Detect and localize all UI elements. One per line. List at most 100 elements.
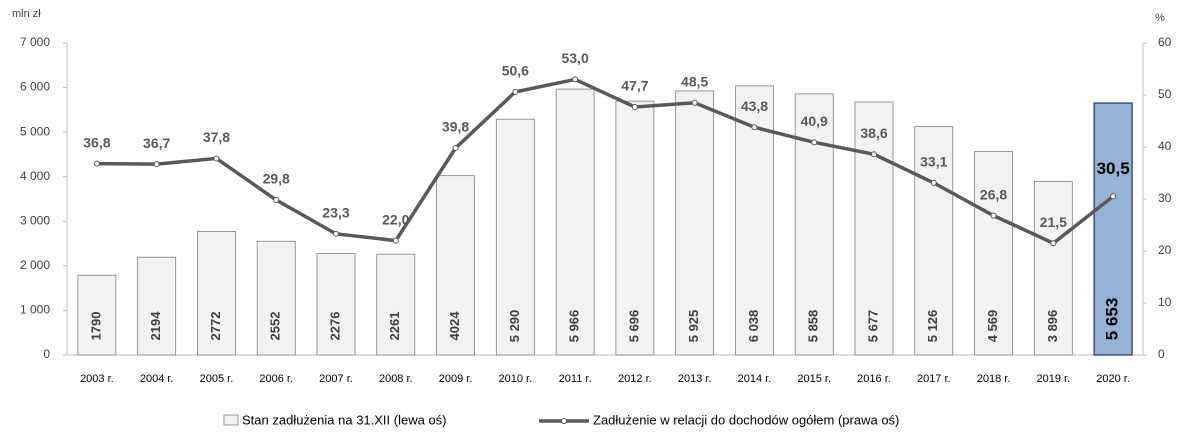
y-tick-label: 3 000 — [20, 213, 50, 227]
line-label: 39,8 — [442, 119, 469, 135]
legend-label: Zadłużenie w relacji do dochodów ogółem … — [593, 412, 899, 427]
y2-tick-label: 40 — [1158, 139, 1172, 153]
line-point — [273, 197, 280, 204]
bar — [436, 175, 475, 356]
line-label: 26,8 — [980, 186, 1007, 202]
bar — [974, 150, 1013, 356]
line-label: 36,8 — [83, 134, 110, 150]
line-label: 33,1 — [920, 154, 947, 170]
line-label: 29,8 — [263, 171, 290, 187]
x-tick-label: 2006 r. — [259, 373, 293, 385]
line-label: 40,9 — [801, 113, 828, 129]
y2-tick-label: 50 — [1158, 87, 1172, 101]
bar-label: 6 038 — [746, 310, 761, 343]
x-tick-label: 2019 r. — [1037, 373, 1071, 385]
bar-label: 5 925 — [686, 310, 701, 343]
y-tick-label: 0 — [43, 347, 50, 361]
x-tick-label: 2009 r. — [439, 373, 473, 385]
x-tick-label: 2013 r. — [678, 373, 712, 385]
y-tick-label: 4 000 — [20, 169, 50, 183]
legend-label: Stan zadłużenia na 31.XII (lewa oś) — [242, 412, 447, 427]
line-label: 50,6 — [502, 63, 529, 79]
line-label: 22,0 — [382, 211, 409, 227]
bar — [256, 240, 296, 356]
line-label: 30,5 — [1097, 159, 1130, 178]
x-tick-label: 2014 r. — [738, 373, 772, 385]
bar-label: 5 290 — [507, 310, 522, 343]
line-label: 38,6 — [860, 125, 887, 141]
bar-label: 2261 — [387, 312, 402, 341]
bar-label: 5 677 — [865, 310, 880, 343]
bar — [914, 126, 954, 356]
bar-label: 5 966 — [567, 310, 582, 343]
line-point — [1050, 240, 1057, 247]
y2-tick-label: 10 — [1158, 295, 1172, 309]
x-tick-label: 2003 r. — [80, 373, 114, 385]
line — [96, 77, 1115, 246]
bar — [197, 231, 236, 356]
x-tick-label: 2020 r. — [1096, 373, 1130, 385]
line-label: 53,0 — [561, 50, 588, 66]
x-tick-label: 2012 r. — [618, 373, 652, 385]
line-label: 47,7 — [621, 78, 648, 94]
line-point — [811, 139, 818, 146]
bar-label: 5 696 — [626, 310, 641, 343]
line-point — [990, 212, 997, 219]
line-point — [871, 151, 877, 158]
line-point — [153, 161, 160, 168]
legend-swatch — [223, 414, 239, 426]
line-point — [93, 160, 100, 167]
bar-label: 1790 — [88, 312, 103, 341]
y2-tick-label: 30 — [1158, 191, 1172, 205]
bar-label: 5 858 — [806, 310, 821, 343]
line-point — [333, 230, 339, 237]
bar — [1093, 102, 1133, 356]
x-tick-label: 2016 r. — [857, 373, 891, 385]
bar — [316, 253, 356, 356]
bar — [675, 90, 715, 356]
bar-label: 4 569 — [985, 310, 1000, 343]
bar — [77, 274, 117, 356]
bar — [555, 88, 595, 356]
bar-label: 5 126 — [925, 310, 940, 343]
bar-label: 2552 — [268, 312, 283, 341]
x-tick-label: 2007 r. — [319, 373, 353, 385]
y-tick-label: 1 000 — [20, 303, 50, 317]
x-tick-label: 2005 r. — [200, 373, 234, 385]
bar-label: 4024 — [447, 311, 462, 341]
bar — [615, 100, 655, 356]
x-tick-label: 2010 r. — [499, 373, 533, 385]
line-point — [213, 155, 220, 162]
line-point — [512, 88, 519, 95]
x-tick-label: 2017 r. — [917, 373, 951, 385]
y-tick-label: 5 000 — [20, 124, 50, 138]
y-tick-label: 2 000 — [20, 258, 50, 272]
y-unit: mln zł — [12, 8, 41, 20]
line-label: 37,8 — [203, 129, 230, 145]
y2-tick-label: 60 — [1158, 35, 1172, 49]
bar-label: 3 896 — [1045, 310, 1060, 343]
y-tick-label: 6 000 — [20, 80, 50, 94]
line-point — [572, 76, 579, 83]
bar-label: 2772 — [208, 312, 223, 341]
bar — [854, 101, 894, 356]
line-label: 36,7 — [143, 135, 170, 151]
bar — [495, 118, 535, 356]
line-label: 21,5 — [1040, 214, 1067, 230]
line-point — [1110, 193, 1117, 200]
line-label: 43,8 — [741, 98, 768, 114]
line-point — [691, 99, 698, 106]
bar — [376, 253, 416, 356]
bar-label: 2276 — [327, 312, 342, 341]
bar — [1033, 180, 1073, 356]
bar-label: 5 653 — [1103, 298, 1122, 341]
bar — [137, 256, 177, 356]
line-point — [392, 237, 399, 244]
x-tick-label: 2018 r. — [977, 373, 1011, 385]
line-label: 48,5 — [681, 74, 708, 90]
y2-tick-label: 0 — [1158, 347, 1165, 361]
legend-point — [561, 418, 567, 424]
y2-tick-label: 20 — [1158, 243, 1172, 257]
line-point — [452, 145, 459, 152]
x-tick-label: 2011 r. — [559, 373, 592, 385]
